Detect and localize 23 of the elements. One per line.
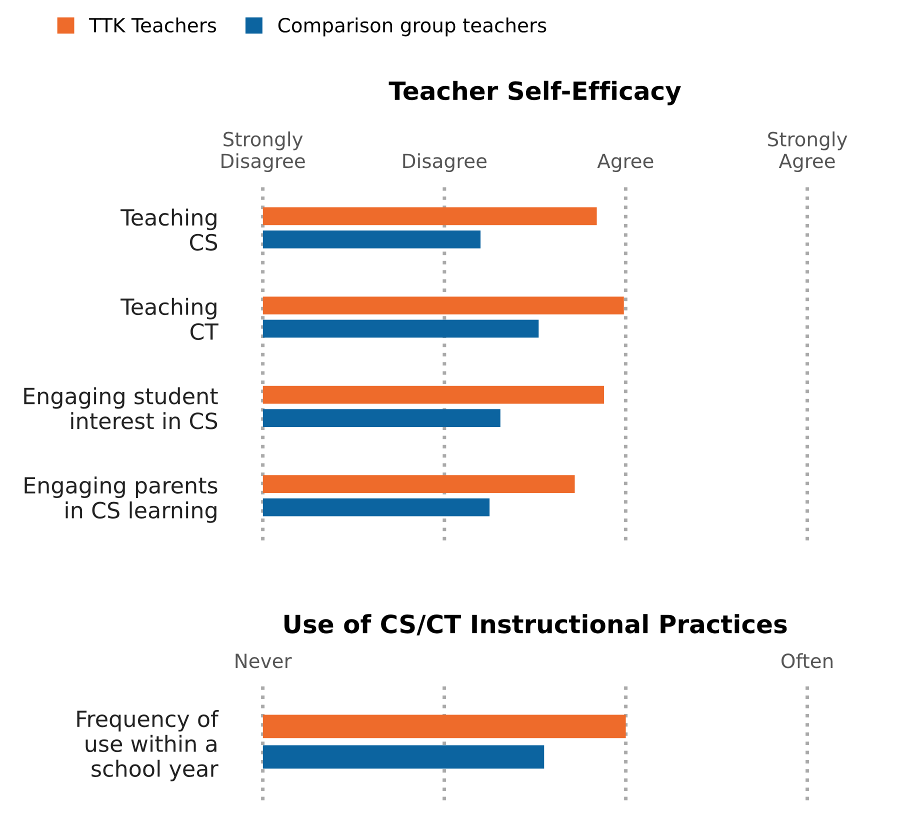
bar xyxy=(262,230,481,248)
chart-title: Teacher Self-Efficacy xyxy=(388,80,681,106)
bar xyxy=(262,386,604,404)
bar xyxy=(262,475,575,494)
ref-line-label: Never xyxy=(236,654,292,668)
ref-line-label: Strongly Disagree xyxy=(222,131,305,172)
ref-line-label: Strongly Agree xyxy=(768,131,848,172)
y-tick-label: Engaging student interest in CS xyxy=(24,387,218,430)
bar xyxy=(262,296,624,314)
y-tick-label: Frequency of use within a school year xyxy=(77,710,219,782)
bar xyxy=(262,498,490,516)
bar xyxy=(262,207,597,226)
legend-label: TTK Teachers xyxy=(89,18,216,33)
legend-label: Comparison group teachers xyxy=(278,18,546,36)
bar xyxy=(262,409,500,427)
y-tick-label: Engaging parents in CS learning xyxy=(24,476,218,523)
chart-title: Use of CS/CT Instructional Practices xyxy=(284,614,787,636)
y-tick-label: Teaching CT xyxy=(120,298,218,340)
ref-line-label: Agree xyxy=(597,154,654,172)
ref-line-label: Disagree xyxy=(403,153,487,172)
y-tick-label: Teaching CS xyxy=(120,208,218,251)
ref-line-label: Often xyxy=(782,653,833,668)
bar xyxy=(262,320,539,338)
